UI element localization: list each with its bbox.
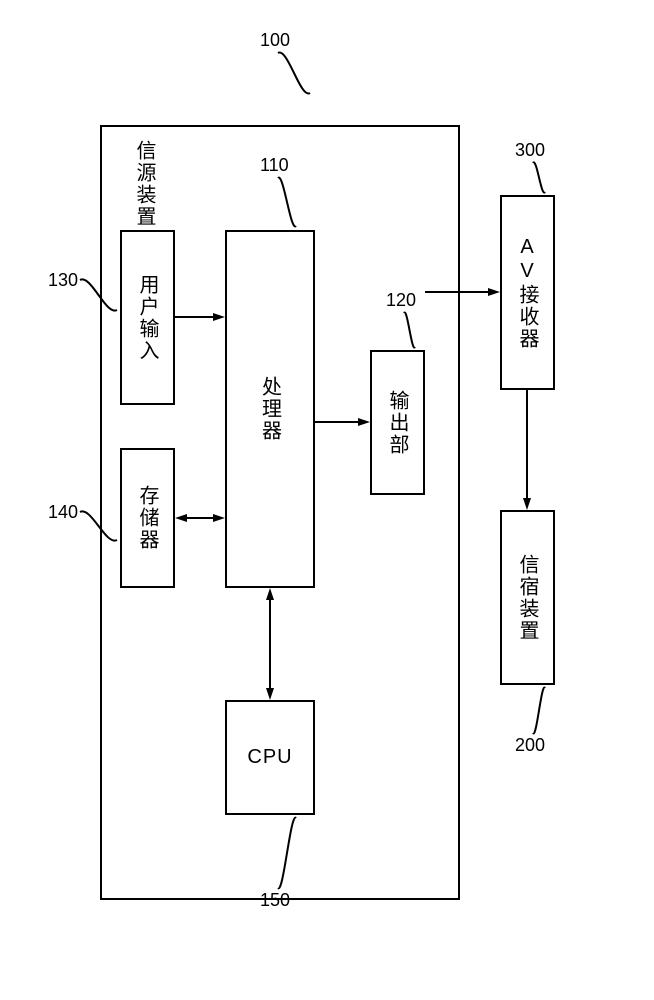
ref-label-150: 150 bbox=[260, 890, 290, 911]
lead-140 bbox=[78, 510, 119, 542]
lead-100 bbox=[276, 51, 312, 95]
block-sink: 信宿装置 bbox=[500, 510, 555, 685]
block-user_input-label: 用户输入 bbox=[133, 274, 162, 362]
block-cpu: CPU bbox=[225, 700, 315, 815]
lead-120 bbox=[402, 311, 417, 349]
ref-label-100: 100 bbox=[260, 30, 290, 51]
arrow-av_to_sink bbox=[515, 378, 539, 522]
ref-label-300: 300 bbox=[515, 140, 545, 161]
arrow-out_to_av bbox=[413, 280, 512, 304]
source-device-title: 信源装置 bbox=[130, 140, 159, 228]
diagram-canvas: 信源装置用户输入存储器 处理器 CPU 输出部 AV接收器信宿装置 100 110 120 13… bbox=[0, 0, 654, 1000]
ref-label-140: 140 bbox=[48, 502, 78, 523]
ref-label-120: 120 bbox=[386, 290, 416, 311]
block-processor: 处理器 bbox=[225, 230, 315, 588]
arrow-store_to_proc bbox=[163, 506, 237, 530]
block-sink-label: 信宿装置 bbox=[513, 554, 542, 642]
block-cpu-label: CPU bbox=[247, 746, 292, 769]
lead-110 bbox=[276, 176, 298, 228]
block-processor-label: 处理器 bbox=[256, 376, 285, 442]
ref-label-130: 130 bbox=[48, 270, 78, 291]
block-storage-label: 存储器 bbox=[133, 485, 162, 551]
ref-label-200: 200 bbox=[515, 735, 545, 756]
block-av_rx-label: AV接收器 bbox=[513, 236, 542, 350]
lead-300 bbox=[531, 161, 547, 194]
lead-150 bbox=[276, 816, 298, 890]
lead-200 bbox=[531, 686, 547, 735]
ref-label-110: 110 bbox=[260, 155, 289, 176]
lead-130 bbox=[78, 278, 119, 312]
arrow-proc_to_out bbox=[303, 410, 382, 434]
block-output-label: 输出部 bbox=[383, 390, 412, 456]
arrow-user_to_proc bbox=[163, 305, 237, 329]
arrow-proc_to_cpu bbox=[258, 576, 282, 712]
